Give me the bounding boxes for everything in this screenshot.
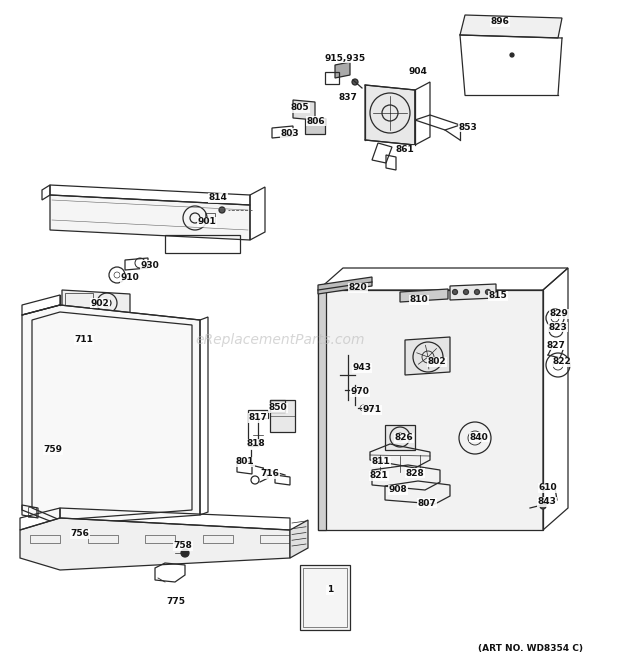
Text: 610: 610 bbox=[539, 483, 557, 492]
Text: 901: 901 bbox=[198, 217, 216, 227]
Text: 896: 896 bbox=[490, 17, 510, 26]
Bar bbox=[87, 535, 118, 543]
Text: 828: 828 bbox=[405, 469, 424, 477]
Text: 815: 815 bbox=[489, 292, 507, 301]
Text: eReplacementParts.com: eReplacementParts.com bbox=[195, 333, 365, 347]
Text: 716: 716 bbox=[260, 469, 280, 479]
Bar bbox=[325, 72, 339, 84]
Circle shape bbox=[540, 503, 546, 509]
Bar bbox=[300, 565, 350, 630]
Text: 853: 853 bbox=[459, 122, 477, 132]
Text: 861: 861 bbox=[396, 145, 414, 155]
Text: 801: 801 bbox=[236, 457, 254, 467]
Text: 756: 756 bbox=[71, 529, 89, 539]
Text: 810: 810 bbox=[410, 295, 428, 305]
Text: 943: 943 bbox=[353, 364, 371, 373]
Text: 850: 850 bbox=[268, 403, 287, 412]
Text: 759: 759 bbox=[43, 446, 63, 455]
Circle shape bbox=[474, 290, 479, 295]
Bar bbox=[205, 213, 215, 223]
Polygon shape bbox=[385, 425, 415, 450]
Text: 807: 807 bbox=[418, 498, 436, 508]
Text: 826: 826 bbox=[394, 434, 414, 442]
Polygon shape bbox=[22, 305, 200, 525]
Text: 775: 775 bbox=[167, 598, 185, 607]
Text: 840: 840 bbox=[469, 432, 489, 442]
Circle shape bbox=[453, 290, 458, 295]
Text: 908: 908 bbox=[389, 485, 407, 494]
Bar bbox=[145, 535, 175, 543]
Text: 843: 843 bbox=[538, 498, 556, 506]
Polygon shape bbox=[400, 289, 448, 302]
Polygon shape bbox=[318, 290, 326, 530]
Text: 814: 814 bbox=[208, 194, 228, 202]
Text: 930: 930 bbox=[141, 260, 159, 270]
Text: 806: 806 bbox=[307, 116, 326, 126]
Polygon shape bbox=[365, 85, 415, 145]
Text: 837: 837 bbox=[339, 93, 358, 102]
Text: 805: 805 bbox=[291, 104, 309, 112]
Bar bbox=[303, 568, 347, 627]
Text: 821: 821 bbox=[370, 471, 388, 481]
Polygon shape bbox=[293, 100, 315, 120]
Text: 971: 971 bbox=[363, 405, 381, 414]
Bar bbox=[30, 535, 60, 543]
Bar bbox=[65, 293, 93, 311]
Text: 910: 910 bbox=[121, 274, 140, 282]
Polygon shape bbox=[460, 15, 562, 38]
Polygon shape bbox=[20, 518, 290, 570]
Bar bbox=[165, 235, 240, 253]
Bar bbox=[203, 535, 232, 543]
Polygon shape bbox=[318, 277, 372, 294]
Text: 802: 802 bbox=[428, 358, 446, 366]
Text: 803: 803 bbox=[281, 128, 299, 137]
Circle shape bbox=[510, 53, 514, 57]
Bar bbox=[260, 535, 290, 543]
Polygon shape bbox=[270, 400, 295, 432]
Text: (ART NO. WD8354 C): (ART NO. WD8354 C) bbox=[477, 644, 583, 652]
Text: 822: 822 bbox=[552, 358, 572, 366]
Circle shape bbox=[181, 549, 189, 557]
Text: 823: 823 bbox=[549, 323, 567, 332]
Text: 820: 820 bbox=[348, 284, 367, 293]
Text: 902: 902 bbox=[91, 299, 109, 307]
Text: 818: 818 bbox=[247, 440, 265, 449]
Polygon shape bbox=[450, 284, 496, 300]
Polygon shape bbox=[290, 520, 308, 558]
Circle shape bbox=[352, 79, 358, 85]
Text: 1: 1 bbox=[327, 586, 333, 594]
Polygon shape bbox=[62, 290, 130, 316]
Polygon shape bbox=[335, 62, 350, 78]
Text: 829: 829 bbox=[549, 309, 569, 319]
Polygon shape bbox=[50, 195, 250, 240]
Text: 970: 970 bbox=[350, 387, 370, 397]
Text: 827: 827 bbox=[547, 340, 565, 350]
Text: 758: 758 bbox=[174, 541, 192, 551]
Circle shape bbox=[219, 207, 225, 213]
Bar bbox=[305, 118, 325, 134]
Text: 711: 711 bbox=[74, 336, 94, 344]
Bar bbox=[28, 507, 36, 517]
Text: 817: 817 bbox=[249, 414, 267, 422]
Circle shape bbox=[485, 290, 490, 295]
Polygon shape bbox=[405, 337, 450, 375]
Text: 904: 904 bbox=[409, 67, 427, 77]
Circle shape bbox=[464, 290, 469, 295]
Text: 915,935: 915,935 bbox=[324, 54, 366, 63]
Polygon shape bbox=[318, 290, 543, 530]
Text: 811: 811 bbox=[371, 457, 391, 467]
